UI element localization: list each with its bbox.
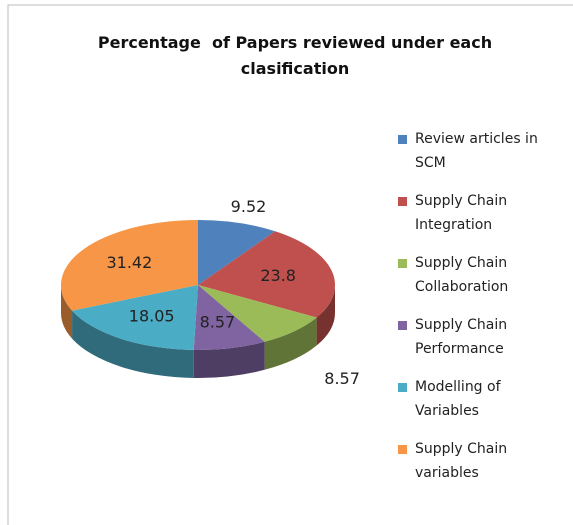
legend-item: Review articles in SCM	[398, 127, 548, 175]
legend-label: Supply Chain variables	[415, 441, 508, 481]
value-label: 23.8	[260, 266, 296, 285]
value-label: 9.52	[231, 197, 267, 216]
pie-slice	[198, 220, 276, 285]
value-label: 8.57	[324, 369, 360, 388]
legend-item: Supply Chain Performance	[398, 313, 548, 361]
pie-side	[264, 317, 317, 370]
frame	[7, 4, 573, 525]
legend-label: Modelling of Variables	[415, 379, 501, 419]
legend-swatch	[398, 383, 407, 392]
legend-label: Review articles in SCM	[415, 131, 538, 171]
legend-swatch	[398, 321, 407, 330]
value-labels: 9.52 23.8 8.57 8.57 18.05 31.42	[106, 197, 359, 388]
pie-side	[72, 310, 194, 378]
legend-swatch	[398, 445, 407, 454]
legend-swatch	[398, 135, 407, 144]
pie-slice	[193, 285, 265, 350]
legend-swatch	[398, 197, 407, 206]
pie-side	[316, 285, 335, 346]
legend-item: Supply Chain variables	[398, 437, 548, 485]
pie-slice	[72, 285, 198, 350]
pie-side	[61, 285, 73, 339]
legend-label: Supply Chain Integration	[415, 193, 508, 233]
value-label: 31.42	[106, 253, 152, 272]
pie-tops	[61, 220, 335, 350]
value-label: 8.57	[200, 312, 236, 331]
chart-title: Percentage of Papers reviewed under each…	[97, 33, 498, 78]
pie-slice	[198, 231, 335, 318]
legend-label: Supply Chain Performance	[415, 317, 508, 357]
legend-item: Supply Chain Collaboration	[398, 251, 548, 299]
legend-item: Supply Chain Integration	[398, 189, 548, 237]
value-label: 18.05	[129, 307, 175, 326]
legend-item: Modelling of Variables	[398, 375, 548, 423]
pie-side	[193, 341, 265, 378]
pie-slice	[198, 285, 317, 342]
legend-label: Supply Chain Collaboration	[415, 255, 509, 295]
legend-swatch	[398, 259, 407, 268]
pie-slice	[61, 220, 199, 311]
pie-sides	[61, 285, 335, 378]
